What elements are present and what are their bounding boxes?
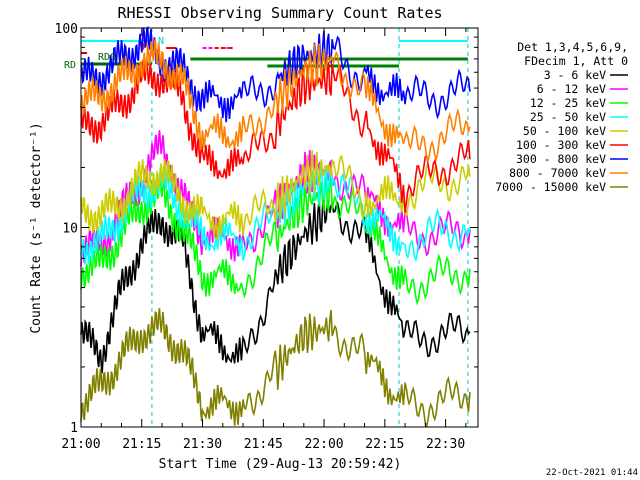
- x-tick-label: 21:00: [61, 437, 100, 452]
- y-axis: 1 10 100: [55, 22, 478, 436]
- legend-entry-label: 25 - 50 keV: [530, 110, 606, 124]
- series-line: [80, 58, 471, 213]
- y-tick-label: 1: [70, 421, 78, 436]
- series-line: [80, 174, 471, 306]
- x-axis: 21:00 21:15 21:30 21:45 22:00 22:15 22:30: [61, 28, 467, 452]
- timestamp: 22-Oct-2021 01:44: [546, 468, 638, 478]
- x-tick-label: 22:15: [365, 437, 404, 452]
- legend-entry-label: 50 - 100 keV: [523, 124, 606, 138]
- series-line: [80, 198, 471, 374]
- rd0-label: RD0: [98, 52, 116, 63]
- x-tick-label: 21:30: [183, 437, 222, 452]
- legend-entry-label: 100 - 300 keV: [516, 138, 606, 152]
- n-label: N: [158, 36, 164, 47]
- x-tick-label: 21:15: [122, 437, 161, 452]
- legend-entry-label: 800 - 7000 keV: [509, 166, 606, 180]
- y-tick-label: 10: [62, 222, 78, 237]
- x-tick-label: 22:30: [426, 437, 465, 452]
- x-axis-label: Start Time (29-Aug-13 20:59:42): [159, 457, 402, 472]
- series-line: [80, 308, 471, 429]
- legend-entry-label: 6 - 12 keV: [537, 82, 606, 96]
- legend-entry-label: 7000 - 15000 keV: [495, 180, 606, 194]
- plot-area: [80, 25, 471, 429]
- series-line: [80, 150, 471, 241]
- legend-header: Det 1,3,4,5,6,9,: [517, 40, 628, 54]
- x-tick-label: 21:45: [244, 437, 283, 452]
- legend-entry-label: 300 - 800 keV: [516, 152, 606, 166]
- series-line: [80, 38, 471, 164]
- rd-left-label: RD: [64, 60, 76, 71]
- f-label: F: [142, 42, 148, 53]
- legend: Det 1,3,4,5,6,9,FDecim 1, Att 03 - 6 keV…: [495, 40, 628, 194]
- series-line: [80, 25, 471, 123]
- y-axis-label: Count Rate (s⁻¹ detector⁻¹): [29, 122, 44, 333]
- annotations: RD RD0 N F: [64, 36, 164, 71]
- x-tick-label: 22:00: [304, 437, 343, 452]
- legend-entry-label: 3 - 6 keV: [544, 68, 606, 82]
- y-tick-label: 100: [55, 22, 78, 37]
- legend-header: FDecim 1, Att 0: [524, 54, 628, 68]
- legend-entry-label: 12 - 25 keV: [530, 96, 606, 110]
- chart-title: RHESSI Observing Summary Count Rates: [117, 4, 442, 22]
